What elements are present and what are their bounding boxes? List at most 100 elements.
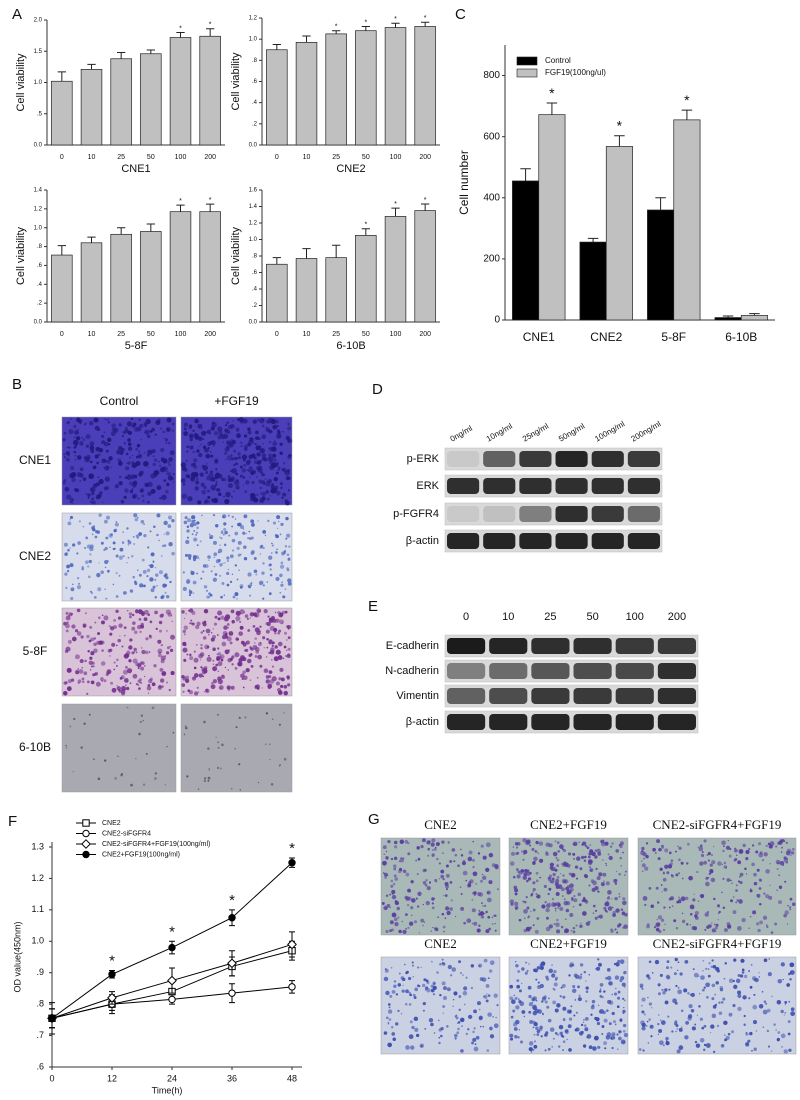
cell-stain (248, 440, 252, 444)
cell-stain (193, 458, 197, 462)
cell-stain (488, 977, 490, 979)
cell-stain (185, 645, 186, 646)
cell-stain (203, 636, 207, 640)
cell-stain (658, 930, 661, 933)
cell-stain (64, 432, 67, 435)
cell-stain (579, 867, 582, 870)
cell-stain (70, 466, 74, 470)
cell-stain (598, 872, 602, 876)
cell-stain (460, 886, 462, 888)
cell-stain (205, 454, 210, 459)
y-tick-label: .2 (252, 121, 258, 127)
cell-stain (615, 908, 619, 912)
cell-stain (231, 663, 233, 665)
cell-stain (705, 882, 710, 887)
cell-stain (681, 896, 686, 901)
cell-stain (261, 572, 264, 575)
cell-stain (144, 431, 146, 433)
cell-stain (159, 497, 161, 499)
cell-stain (678, 872, 680, 874)
cell-stain (650, 1035, 652, 1037)
cell-stain (535, 1026, 539, 1030)
cell-stain (132, 425, 135, 428)
cell-stain (185, 613, 186, 614)
cell-stain (123, 591, 127, 595)
cell-stain (232, 516, 234, 518)
x-tick-label: CNE2 (590, 330, 622, 344)
cell-stain (706, 1043, 711, 1048)
cell-stain (734, 848, 736, 850)
cell-stain (185, 516, 188, 519)
significance-mark: * (394, 16, 397, 23)
cell-stain (404, 964, 406, 966)
cell-stain (473, 871, 478, 876)
cell-stain (82, 681, 84, 683)
error-bar (362, 229, 370, 236)
significance-mark: * (684, 92, 690, 108)
cell-stain (616, 871, 617, 872)
cell-stain (643, 896, 648, 901)
cell-stain (405, 972, 408, 975)
cell-stain (89, 714, 91, 716)
cell-stain (227, 636, 232, 641)
cell-stain (650, 905, 653, 908)
cell-stain (262, 492, 266, 496)
cell-stain (710, 1024, 714, 1028)
cell-stain (201, 428, 202, 429)
bar (647, 210, 673, 320)
cell-stain (287, 426, 291, 430)
cell-stain (701, 854, 704, 857)
cell-stain (745, 850, 749, 854)
x-tick-label: 25 (117, 331, 125, 338)
cell-stain (442, 913, 445, 916)
cell-stain (96, 682, 101, 687)
cell-stain (531, 1002, 533, 1004)
cell-stain (717, 861, 721, 865)
blot-band (483, 451, 515, 467)
cell-stain (693, 968, 695, 970)
error-bar (332, 245, 340, 257)
cell-stain (750, 916, 752, 918)
cell-stain (583, 1019, 584, 1020)
cell-stain (429, 881, 431, 883)
cell-stain (613, 1020, 616, 1023)
cell-stain (401, 1013, 402, 1014)
x-tick-label: 200 (204, 331, 216, 338)
cell-stain (254, 569, 258, 573)
cell-stain (514, 1027, 518, 1031)
cell-stain (211, 426, 215, 430)
cell-stain (208, 559, 209, 560)
cell-stain (165, 576, 168, 579)
cell-stain (245, 614, 249, 618)
cell-stain (562, 848, 564, 850)
cell-stain (65, 624, 70, 629)
cell-stain (156, 534, 158, 536)
cell-stain (529, 1020, 533, 1024)
cell-stain (725, 962, 727, 964)
cell-stain (264, 668, 269, 673)
cell-stain (495, 930, 497, 932)
cell-stain (240, 466, 243, 469)
cell-stain (485, 868, 489, 872)
cell-stain (122, 541, 125, 544)
cell-stain (154, 470, 159, 475)
cell-stain (618, 923, 621, 926)
cell-stain (526, 880, 529, 883)
cell-stain (279, 574, 282, 577)
cell-stain (94, 484, 96, 486)
cell-stain (191, 472, 195, 476)
cell-stain (624, 1033, 628, 1037)
cell-stain (252, 470, 256, 474)
cell-stain (150, 564, 154, 568)
point (83, 820, 89, 826)
cell-stain (68, 679, 72, 683)
cell-stain (710, 965, 713, 968)
y-tick-label: 1.5 (34, 49, 43, 55)
cell-stain (786, 983, 790, 987)
cell-stain (65, 587, 67, 589)
cell-stain (131, 488, 133, 490)
cell-stain (75, 670, 79, 674)
cell-stain (86, 493, 88, 495)
error-bar (87, 237, 95, 243)
cell-stain (605, 910, 607, 912)
